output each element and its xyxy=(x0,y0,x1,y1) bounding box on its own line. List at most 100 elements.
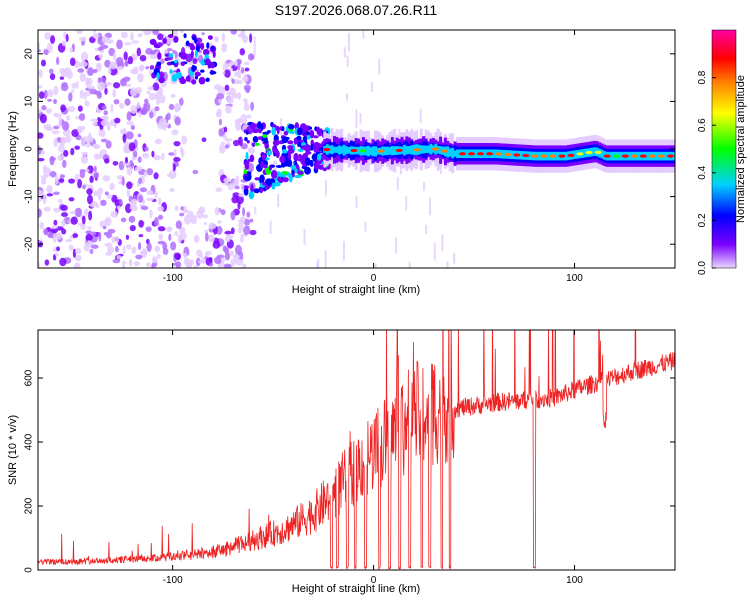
spectrogram-cell xyxy=(228,67,233,72)
spectrogram-cell xyxy=(146,197,155,201)
spectrogram-cell xyxy=(355,109,358,129)
spectrogram-cell xyxy=(57,154,65,161)
spectrogram-cell xyxy=(657,154,665,158)
spectrogram-cell xyxy=(368,149,376,153)
spectrogram-cell xyxy=(60,204,68,211)
spectrogram-cell xyxy=(56,232,63,240)
spectrogram-cell xyxy=(68,92,73,102)
spectrogram-cell xyxy=(90,244,99,249)
spectrogram-cell xyxy=(131,40,140,44)
spectrogram-cell xyxy=(190,50,194,59)
spectrogram-cell xyxy=(57,144,65,153)
y-tick-label: 600 xyxy=(24,369,35,386)
spectrogram-cell xyxy=(181,135,187,145)
spectrogram-cell xyxy=(158,233,164,240)
spectrogram-cell xyxy=(42,164,47,174)
spectrogram-cell xyxy=(138,220,144,228)
spectrogram-cell xyxy=(230,30,238,35)
spectrogram-cell xyxy=(153,216,159,227)
spectrogram-cell xyxy=(38,69,43,78)
spectrogram-cell xyxy=(149,111,154,119)
spectrogram-cell xyxy=(80,61,88,68)
spectrogram-cell xyxy=(214,37,219,42)
spectrogram-cell xyxy=(175,220,183,229)
spectrogram-cell xyxy=(254,142,260,147)
spectrogram-cell xyxy=(249,33,253,43)
spectrogram-cell xyxy=(287,123,295,130)
spectrogram-cell xyxy=(58,178,65,183)
spectrogram-cell xyxy=(567,153,575,157)
spectrogram-cell xyxy=(138,64,145,72)
spectrogram-cell xyxy=(153,40,157,48)
spectrogram-cell xyxy=(244,174,248,182)
spectrogram-cell xyxy=(205,77,210,83)
spectrogram-cell xyxy=(49,155,55,166)
spectrogram-cell xyxy=(105,140,112,149)
spectrogram-cell xyxy=(180,206,185,211)
spectrogram-cell xyxy=(446,146,450,158)
spectrogram-cell xyxy=(71,129,79,137)
spectrogram-cell xyxy=(223,126,228,133)
spectrogram-cell xyxy=(145,262,151,268)
spectrogram-cell xyxy=(137,72,144,83)
spectrogram-cell xyxy=(317,258,320,268)
spectrogram-cell xyxy=(154,138,162,145)
spectrogram-cell xyxy=(250,122,257,129)
spectrogram-cell xyxy=(251,142,256,147)
spectrogram-cell xyxy=(304,144,311,153)
spectrogram-cell xyxy=(453,252,456,264)
spectrogram-cell xyxy=(537,151,541,161)
spectrogram-cell xyxy=(260,160,264,169)
spectrogram-cell xyxy=(289,131,295,135)
spectrogram-cell xyxy=(495,152,503,156)
spectrogram-cell xyxy=(173,36,179,43)
spectrogram-cell xyxy=(119,128,126,135)
spectrogram-cell xyxy=(223,263,232,268)
spectrogram-cell xyxy=(156,253,161,259)
spectrogram-cell xyxy=(228,234,234,240)
spectrogram-cell xyxy=(308,126,313,130)
spectrogram-cell xyxy=(249,154,255,163)
spectrogram-cell xyxy=(211,45,215,51)
spectrogram-cell xyxy=(193,234,200,243)
spectrogram-cell xyxy=(271,182,276,190)
spectrogram-cell xyxy=(103,232,109,236)
spectrogram-cell xyxy=(247,147,252,153)
spectrogram-cell xyxy=(639,154,647,158)
spectrogram-cell xyxy=(238,192,245,198)
spectrogram-cell xyxy=(100,119,109,127)
spectrogram-cell xyxy=(225,105,232,114)
spectrogram-cell xyxy=(138,195,144,203)
spectrogram-cell xyxy=(83,91,87,100)
spectrogram-cell xyxy=(271,126,276,136)
spectrogram-cell xyxy=(38,91,45,99)
spectrogram-cell xyxy=(116,175,124,181)
spectrogram-cell xyxy=(131,198,138,204)
colorbar-ticks: 0.0 0.2 0.4 0.6 0.8 xyxy=(697,70,716,275)
spectrogram-cell xyxy=(98,129,106,138)
spectrogram-cell xyxy=(272,139,280,146)
spectrogram-cell xyxy=(224,84,230,92)
spectrogram-cell xyxy=(104,218,109,225)
spectrogram-cell xyxy=(70,89,75,94)
spectrogram-cell xyxy=(213,84,222,91)
spectrogram-cell xyxy=(429,197,432,216)
snr-axes: -100 0 100 0 200 400 600 xyxy=(24,330,675,586)
x-tick-label: -100 xyxy=(163,273,183,284)
spectrogram-cell xyxy=(169,187,175,193)
spectrogram-cell xyxy=(242,75,249,83)
spectrogram-cell xyxy=(104,191,109,196)
spectrogram-cell xyxy=(154,245,161,253)
spectrogram-cell xyxy=(58,116,62,126)
spectrogram-cell xyxy=(441,234,444,252)
spectrogram-cell xyxy=(124,98,131,106)
spectrogram-cell xyxy=(290,164,297,170)
spectrogram-cell xyxy=(262,164,268,169)
spectrogram-cell xyxy=(124,60,129,67)
spectrogram-cell xyxy=(157,214,164,220)
spectrogram-cell xyxy=(120,217,127,223)
spectrogram-cell xyxy=(247,53,255,61)
spectrogram-cell xyxy=(142,30,151,36)
